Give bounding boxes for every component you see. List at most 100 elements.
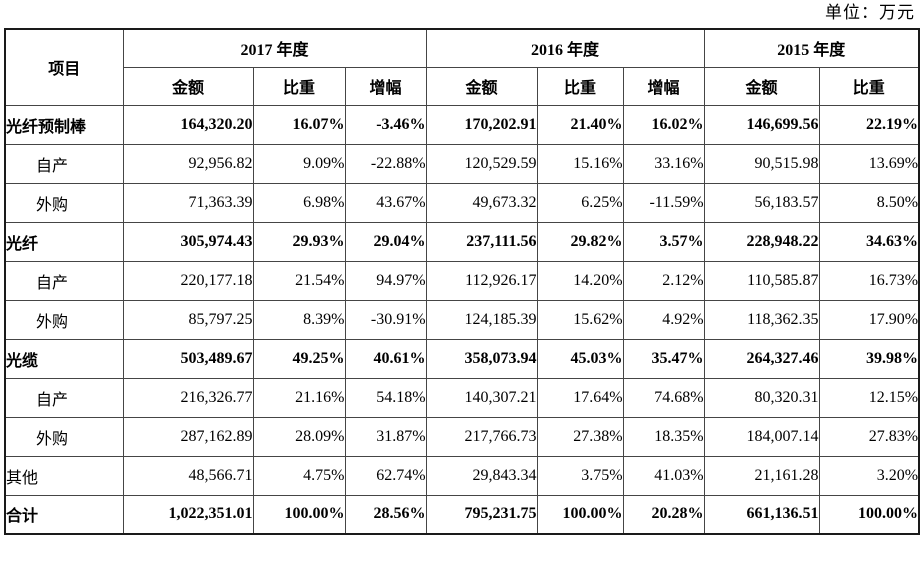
cell-value: 17.64% [536, 377, 624, 418]
table-header-row-metrics: 金额 比重 增幅 金额 比重 增幅 金额 比重 [5, 66, 920, 106]
table-row: 外购 85,797.25 8.39% -30.91% 124,185.39 15.62% 4… [4, 299, 920, 340]
cell-value: 29.93% [252, 221, 346, 262]
cell-value: 21,161.28 [703, 455, 820, 496]
col-header-2016-share: 比重 [536, 66, 624, 106]
cell-value: 4.92% [622, 299, 705, 340]
cell-value: 287,162.89 [122, 416, 254, 457]
row-label: 外购 [4, 182, 124, 223]
table-row: 自产 92,956.82 9.09% -22.88% 120,529.59 15.16% 3… [4, 143, 920, 184]
cell-value: 8.39% [252, 299, 346, 340]
col-header-year-2016: 2016 年度 [425, 28, 705, 68]
col-header-2015-share: 比重 [818, 66, 920, 106]
cell-value: -3.46% [344, 104, 427, 145]
row-label: 自产 [4, 377, 124, 418]
cell-value: 43.67% [344, 182, 427, 223]
cell-value: 237,111.56 [425, 221, 538, 262]
table-body: 光纤预制棒 164,320.20 16.07% -3.46% 170,202.91 21.… [4, 104, 920, 535]
cell-value: -22.88% [344, 143, 427, 184]
cell-value: 41.03% [622, 455, 705, 496]
cell-value: 2.12% [622, 260, 705, 301]
cell-value: 184,007.14 [703, 416, 820, 457]
cell-value: 358,073.94 [425, 338, 538, 379]
cell-value: 29,843.34 [425, 455, 538, 496]
cell-value: 54.18% [344, 377, 427, 418]
cell-value: 27.38% [536, 416, 624, 457]
cell-value: 170,202.91 [425, 104, 538, 145]
revenue-by-product-table: 项目 2017 年度 2016 年度 2015 年度 金额 比重 增幅 金额 比… [4, 28, 921, 535]
cell-value: 503,489.67 [122, 338, 254, 379]
cell-value: 33.16% [622, 143, 705, 184]
cell-value: 120,529.59 [425, 143, 538, 184]
cell-value: 13.69% [818, 143, 920, 184]
cell-value: 264,327.46 [703, 338, 820, 379]
cell-value: 6.98% [252, 182, 346, 223]
cell-value: 29.82% [536, 221, 624, 262]
cell-value: -30.91% [344, 299, 427, 340]
col-header-2015-amount: 金额 [703, 66, 820, 106]
table-header: 项目 2017 年度 2016 年度 2015 年度 金额 比重 增幅 金额 比… [4, 28, 920, 106]
cell-value: 35.47% [622, 338, 705, 379]
col-header-item: 项目 [4, 28, 124, 106]
cell-value: 228,948.22 [703, 221, 820, 262]
col-header-year-2017: 2017 年度 [122, 28, 427, 68]
cell-value: 164,320.20 [122, 104, 254, 145]
cell-value: 217,766.73 [425, 416, 538, 457]
cell-value: 12.15% [818, 377, 920, 418]
table-row: 光纤 305,974.43 29.93% 29.04% 237,111.56 29.82%… [4, 221, 920, 262]
cell-value: 112,926.17 [425, 260, 538, 301]
cell-value: 3.75% [536, 455, 624, 496]
cell-value: -11.59% [622, 182, 705, 223]
cell-value: 45.03% [536, 338, 624, 379]
cell-value: 124,185.39 [425, 299, 538, 340]
table-row: 光纤预制棒 164,320.20 16.07% -3.46% 170,202.91 21.… [4, 104, 920, 145]
unit-label: 单位：万元 [825, 3, 915, 22]
cell-value: 85,797.25 [122, 299, 254, 340]
cell-value: 140,307.21 [425, 377, 538, 418]
col-header-2017-share: 比重 [252, 66, 346, 106]
cell-value: 62.74% [344, 455, 427, 496]
cell-value: 146,699.56 [703, 104, 820, 145]
cell-value: 94.97% [344, 260, 427, 301]
cell-value: 16.02% [622, 104, 705, 145]
cell-value: 15.62% [536, 299, 624, 340]
row-label: 自产 [4, 143, 124, 184]
table-row: 合计 1,022,351.01 100.00% 28.56% 795,231.75 100… [4, 494, 920, 535]
cell-value: 21.16% [252, 377, 346, 418]
col-header-2017-amount: 金额 [122, 66, 254, 106]
cell-value: 1,022,351.01 [122, 494, 254, 535]
cell-value: 3.57% [622, 221, 705, 262]
cell-value: 28.09% [252, 416, 346, 457]
cell-value: 22.19% [818, 104, 920, 145]
cell-value: 220,177.18 [122, 260, 254, 301]
cell-value: 28.56% [344, 494, 427, 535]
cell-value: 21.54% [252, 260, 346, 301]
col-header-2016-amount: 金额 [425, 66, 538, 106]
table-row: 外购 287,162.89 28.09% 31.87% 217,766.73 27.38%… [4, 416, 920, 457]
cell-value: 71,363.39 [122, 182, 254, 223]
cell-value: 14.20% [536, 260, 624, 301]
cell-value: 6.25% [536, 182, 624, 223]
table-row: 自产 220,177.18 21.54% 94.97% 112,926.17 14.20%… [4, 260, 920, 301]
cell-value: 34.63% [818, 221, 920, 262]
cell-value: 80,320.31 [703, 377, 820, 418]
table-row: 光缆 503,489.67 49.25% 40.61% 358,073.94 45.03%… [4, 338, 920, 379]
cell-value: 795,231.75 [425, 494, 538, 535]
row-label: 外购 [4, 416, 124, 457]
cell-value: 92,956.82 [122, 143, 254, 184]
cell-value: 20.28% [622, 494, 705, 535]
cell-value: 8.50% [818, 182, 920, 223]
table-header-row-years: 项目 2017 年度 2016 年度 2015 年度 [4, 28, 920, 106]
row-label: 其他 [4, 455, 124, 496]
row-label: 合计 [4, 494, 124, 535]
row-label: 光缆 [4, 338, 124, 379]
cell-value: 17.90% [818, 299, 920, 340]
cell-value: 110,585.87 [703, 260, 820, 301]
cell-value: 49,673.32 [425, 182, 538, 223]
cell-value: 661,136.51 [703, 494, 820, 535]
table-row: 自产 216,326.77 21.16% 54.18% 140,307.21 17.64%… [4, 377, 920, 418]
cell-value: 48,566.71 [122, 455, 254, 496]
col-header-2017-growth: 增幅 [344, 66, 427, 106]
cell-value: 100.00% [536, 494, 624, 535]
table-row: 外购 71,363.39 6.98% 43.67% 49,673.32 6.25% -11.… [4, 182, 920, 223]
